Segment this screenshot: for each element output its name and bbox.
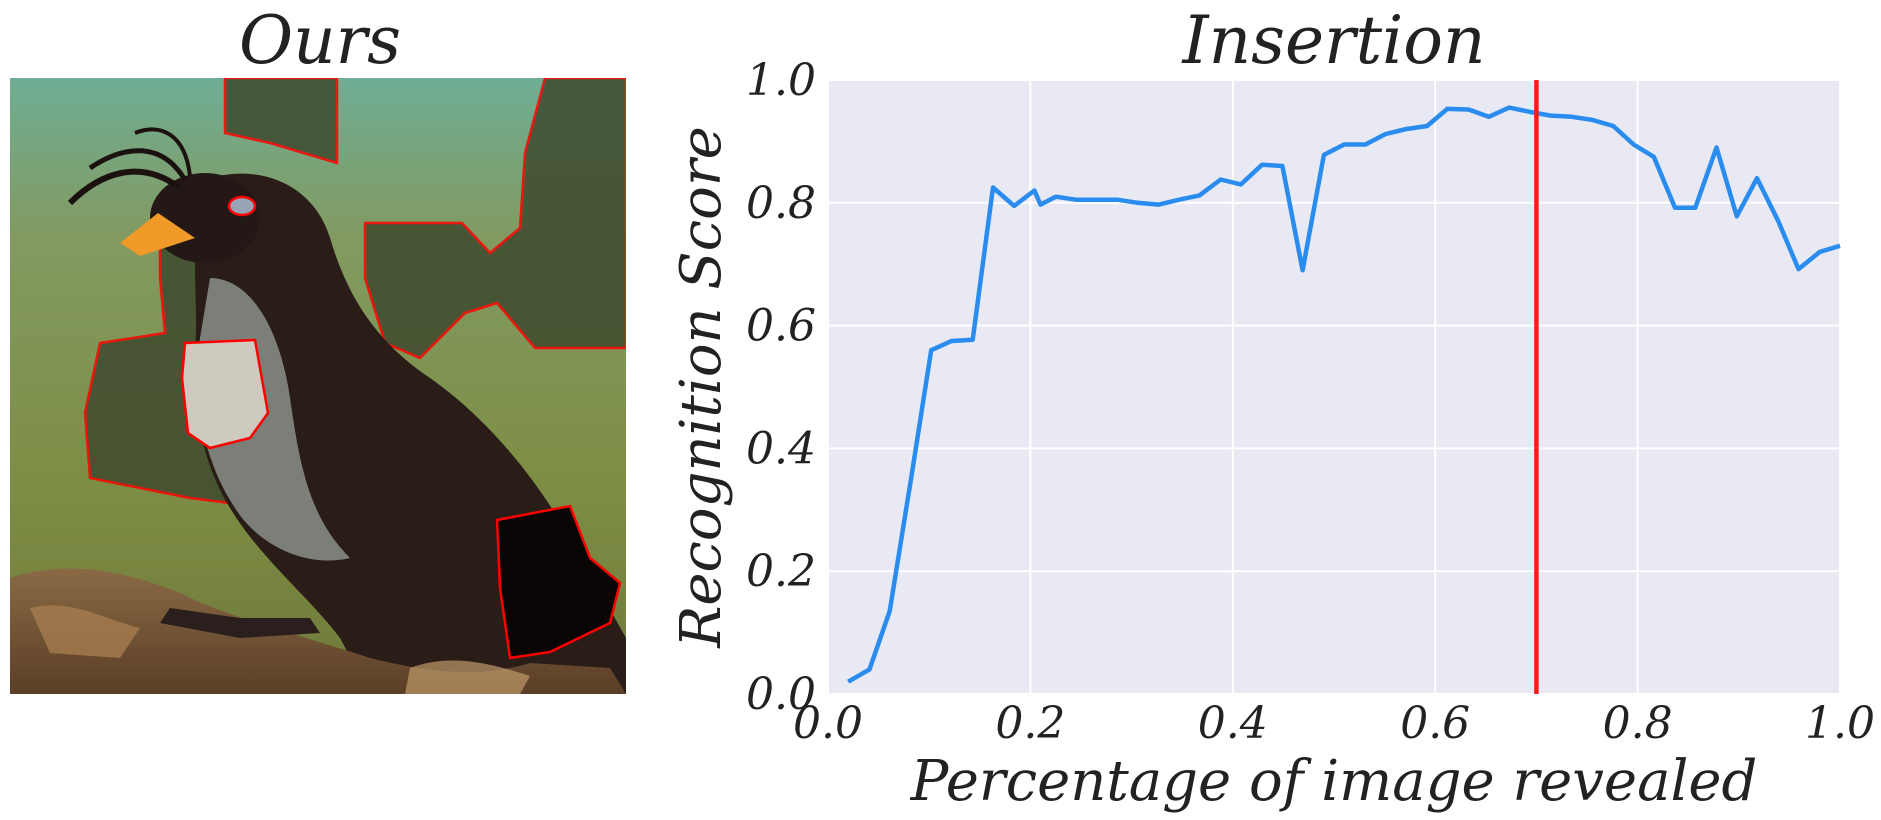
x-tick-labels: 0.0 0.2 0.4 0.6 0.8 1.0 (793, 698, 1875, 749)
y-tick-label: 0.6 (746, 301, 816, 352)
x-axis-label: Percentage of image revealed (910, 749, 1758, 814)
plot-area (828, 80, 1840, 694)
y-axis-label: Recognition Score (669, 126, 734, 649)
y-tick-labels: 0.0 0.2 0.4 0.6 0.8 1.0 (746, 55, 816, 720)
x-tick-label: 0.6 (1400, 698, 1470, 749)
y-tick-label: 0.4 (746, 423, 816, 474)
y-tick-label: 1.0 (746, 55, 816, 106)
x-tick-label: 0.8 (1603, 698, 1673, 749)
y-tick-label: 0.8 (746, 178, 816, 229)
x-tick-label: 0.4 (1198, 698, 1268, 749)
x-tick-label: 1.0 (1805, 698, 1875, 749)
y-tick-label: 0.2 (746, 546, 816, 597)
y-tick-label: 0.0 (746, 669, 816, 720)
x-tick-label: 0.2 (995, 698, 1065, 749)
